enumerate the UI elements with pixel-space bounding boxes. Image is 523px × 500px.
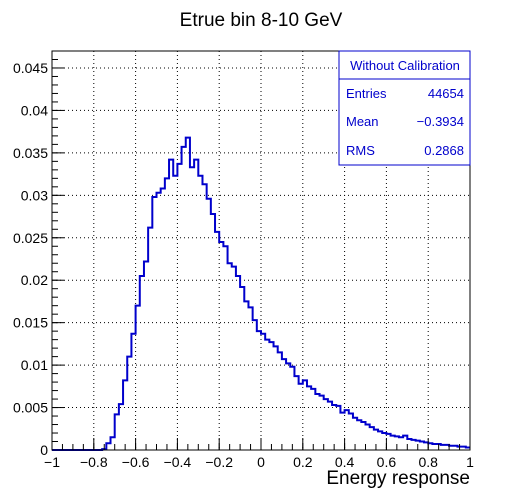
histogram-bin [232, 267, 236, 450]
stats-box-title: Without Calibration [350, 58, 460, 73]
x-tick-label: −0.6 [122, 454, 150, 470]
y-tick-label: 0.045 [13, 60, 48, 76]
x-tick-label: 0.8 [418, 454, 438, 470]
histogram-bin [194, 160, 198, 450]
histogram-bin [236, 276, 240, 450]
histogram-bin [332, 405, 336, 450]
y-tick-label: 0.035 [13, 145, 48, 161]
histogram-bin [219, 242, 223, 450]
histogram-bin [265, 340, 269, 450]
histogram-bin [357, 420, 361, 450]
stats-mean-label: Mean [346, 114, 379, 129]
stats-box: Without Calibration Entries 44654 Mean −… [338, 50, 471, 166]
histogram-bin [244, 301, 248, 450]
histogram-bin [315, 394, 319, 450]
x-tick-label: 0 [257, 454, 265, 470]
x-tick-label: 1 [466, 454, 474, 470]
histogram-bin [328, 402, 332, 450]
x-axis-title: Energy response [326, 468, 470, 489]
histogram-bin [215, 232, 219, 450]
histogram-bin [345, 410, 349, 450]
y-tick-label: 0.005 [13, 400, 48, 416]
histogram-bin [269, 342, 273, 450]
histogram-bin [253, 320, 257, 450]
histogram-bin [274, 346, 278, 450]
histogram-step-line [52, 136, 470, 451]
histogram-bin [169, 160, 173, 450]
y-tick-label: 0.025 [13, 230, 48, 246]
histogram-bin [324, 399, 328, 450]
histogram-bin [152, 197, 156, 450]
histogram-bin [290, 367, 294, 450]
stats-mean-value: −0.3934 [417, 114, 464, 129]
histogram-bin [366, 425, 370, 450]
y-tick-label: 0.02 [21, 272, 48, 288]
y-tick-label: 0 [40, 442, 48, 458]
histogram-bin [303, 380, 307, 450]
histogram-bin [173, 176, 177, 450]
stats-rms-label: RMS [346, 143, 375, 158]
histogram-bin [165, 178, 169, 450]
histogram-bin [228, 263, 232, 450]
stats-entries-value: 44654 [428, 86, 464, 101]
histogram-bin [198, 176, 202, 450]
y-tick-label: 0.01 [21, 357, 48, 373]
axis-ticks [51, 50, 471, 451]
x-tick-label: −0.2 [205, 454, 233, 470]
histogram-bin [211, 214, 215, 450]
histogram-bin [223, 246, 227, 450]
histogram-bin [186, 138, 190, 450]
histogram-bin [299, 384, 303, 450]
histogram-bin [378, 431, 382, 450]
stats-entries-label: Entries [346, 86, 387, 101]
histogram-bin [261, 334, 265, 450]
histogram-series [52, 136, 470, 451]
y-tick-label: 0.04 [21, 102, 48, 118]
histogram-bin [382, 433, 386, 450]
x-tick-label: 0.4 [335, 454, 355, 470]
x-tick-labels: −1 −0.8 −0.6 −0.4 −0.2 0 0.2 0.4 0.6 0.8 1 [44, 454, 474, 470]
histogram-bin [257, 331, 261, 450]
grid [52, 51, 470, 450]
histogram-bin [361, 422, 365, 450]
histogram-bin [286, 363, 290, 450]
histogram-bin [278, 352, 282, 450]
histogram-bin [144, 262, 148, 450]
x-tick-label: −0.4 [164, 454, 192, 470]
x-tick-label: −0.8 [80, 454, 108, 470]
x-tick-label: 0.2 [293, 454, 313, 470]
y-tick-label: 0.03 [21, 187, 48, 203]
histogram-bin [202, 184, 206, 450]
histogram-bin [161, 189, 165, 450]
histogram-bin [190, 167, 194, 450]
histogram-bin [311, 389, 315, 450]
histogram-bin [248, 307, 252, 450]
histogram-bin [340, 413, 344, 450]
histogram-bin [294, 376, 298, 450]
histogram-bin [240, 287, 244, 450]
histogram-bin [320, 396, 324, 450]
histogram-bin [182, 147, 186, 450]
y-tick-label: 0.015 [13, 315, 48, 331]
histogram-bin [177, 164, 181, 450]
stats-box-frame [338, 50, 471, 166]
histogram-bin [282, 359, 286, 450]
chart-title: Etrue bin 8-10 GeV [180, 10, 343, 31]
histogram-bin [207, 199, 211, 450]
x-tick-label: 0.6 [377, 454, 397, 470]
histogram-bin [399, 437, 403, 450]
histogram-bin [157, 193, 161, 450]
histogram-bin [349, 413, 353, 450]
histogram-bin [391, 436, 395, 450]
x-tick-label: −1 [44, 454, 60, 470]
histogram-bin [307, 386, 311, 450]
y-tick-labels: 0 0.005 0.01 0.015 0.02 0.025 0.03 0.035 0.04 0.0… [13, 60, 48, 458]
stats-rms-value: 0.2868 [424, 143, 464, 158]
